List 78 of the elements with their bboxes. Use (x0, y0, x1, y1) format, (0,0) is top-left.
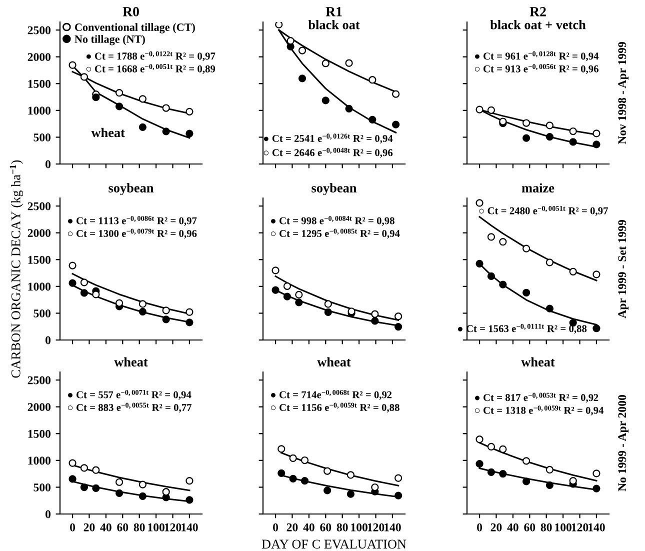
x-tick-label: 20 (490, 523, 502, 532)
y-tick-label: 500 (34, 483, 51, 492)
x-tick-label: 140 (588, 523, 605, 532)
annotation: ○ Ct = 2646 e$^{−0,0048t}$ R² = 0,96 (264, 148, 393, 158)
y-tick-label: 1000 (28, 106, 51, 115)
x-tick-label: 80 (336, 523, 348, 532)
chart-subtitle: black oat (308, 20, 360, 30)
x-tick-label: 120 (572, 523, 588, 532)
annotation: ○ Ct = 913 e$^{−0,0056t}$ R² = 0,96 (474, 64, 598, 74)
annotation: ○ Ct = 1295 e$^{−0,0085t}$ R² = 0,94 (270, 228, 400, 239)
x-tick-label: 20 (286, 523, 298, 532)
text: Apr 1999 - Set 1999 (618, 220, 629, 318)
y-tick-label: 1500 (28, 256, 51, 264)
x-tick-label: 60 (320, 523, 332, 532)
chart-subtitle: wheat (317, 357, 351, 366)
legend-label: Conventional tillage (CT) (74, 23, 195, 34)
x-tick-label: 100 (555, 523, 572, 532)
x-tick-label: 40 (303, 523, 314, 532)
annotation: ○ Ct = 1668 e$^{−0,0051t}$ R² = 0,89 (86, 64, 216, 74)
y-tick-label: 1500 (28, 80, 51, 88)
chart-subtitle: maize (522, 183, 554, 192)
x-tick-label: 60 (524, 523, 536, 532)
y-tick-label: 1500 (28, 430, 51, 438)
annotation: ○ Ct = 1300 e$^{−0,0079t}$ R² = 0,96 (68, 228, 197, 239)
text: No 1999 - Apr 2000 (618, 395, 629, 492)
y-tick-label: 0 (46, 336, 51, 344)
x-tick-label: 0 (477, 523, 482, 532)
y-tick-label: 1000 (28, 456, 51, 465)
x-tick-label: 100 (351, 523, 368, 532)
y-tick-label: 2000 (28, 229, 51, 238)
x-tick-label: 140 (384, 523, 401, 532)
annotation: ● Ct = 817 e$^{−0,0053t}$ R² = 0,92 (475, 392, 598, 403)
y-tick-label: 2500 (28, 202, 51, 210)
y-tick-label: 2500 (28, 376, 51, 384)
chart-title: R1 (326, 7, 342, 16)
chart-title: R2 (530, 7, 546, 16)
x-tick-label: 80 (540, 523, 552, 532)
x-tick-label: 40 (507, 523, 518, 532)
y-axis-title: CARBON ORGANIC DECAY (kg ha$^{−1}$) (10, 160, 24, 378)
annotation: ○ Ct = 2480 e$^{−0,0051t}$ R² = 0,97 (479, 206, 608, 216)
chart-subtitle: wheat (521, 357, 555, 366)
y-tick-label: 2500 (28, 26, 51, 34)
annotation: ○ Ct = 883 e$^{−0,0055t}$ R² = 0,77 (68, 402, 192, 413)
y-tick-label: 2000 (28, 53, 51, 62)
legend-label: No tillage (NT) (74, 35, 145, 46)
chart-title: R0 (122, 6, 139, 16)
x-tick-label: 120 (368, 523, 384, 532)
y-tick-label: 2000 (28, 403, 51, 412)
x-tick-label: 0 (70, 523, 76, 532)
annotation: ● Ct = 714e$^{−0,0068t}$ R² = 0,92 (271, 390, 392, 400)
text: wheat (91, 128, 125, 138)
y-tick-label: 0 (46, 510, 51, 518)
text: Nov 1998 - Apr 1999 (618, 42, 629, 144)
annotation: ○ Ct = 1156 e$^{−0,0059t}$ R² = 0,88 (270, 402, 400, 413)
x-tick-label: 100 (148, 523, 164, 532)
x-tick-label: 40 (100, 523, 112, 532)
annotation: ● Ct = 1788 e$^{−0,0122t}$ R² = 0,97 (86, 51, 216, 62)
annotation: ● Ct = 998 e$^{−0,0084t}$ R² = 0,98 (271, 216, 394, 226)
x-tick-label: 20 (84, 523, 95, 532)
annotation: ● Ct = 1113 e$^{−0,0086t}$ R² = 0,97 (68, 216, 197, 226)
annotation: ● Ct = 2541 e$^{−0,0126t}$ R² = 0,94 (264, 134, 393, 144)
annotation: ● Ct = 961 e$^{−0,0128t}$ R² = 0,94 (475, 51, 599, 62)
annotation: ● Ct = 557 e$^{−0,0071t}$ R² = 0,94 (68, 390, 192, 400)
y-tick-label: 500 (34, 133, 51, 142)
chart-subtitle: soybean (312, 183, 357, 196)
x-tick-label: 120 (164, 523, 182, 532)
x-tick-label: 140 (182, 523, 198, 532)
chart-subtitle: soybean (108, 183, 154, 196)
x-tick-label: 60 (117, 523, 128, 532)
chart-subtitle: black oat + vetch (490, 20, 586, 30)
chart-subtitle: wheat (114, 357, 148, 366)
x-tick-label: 0 (273, 523, 278, 532)
y-tick-label: 1000 (28, 282, 51, 291)
x-axis-title: DAY OF C EVALUATION (262, 540, 406, 549)
annotation: ○ Ct = 1318 e$^{−0,0059t}$ R² = 0,94 (474, 406, 604, 416)
y-tick-label: 500 (34, 309, 51, 318)
x-tick-label: 80 (134, 523, 145, 532)
y-tick-label: 0 (46, 160, 51, 168)
